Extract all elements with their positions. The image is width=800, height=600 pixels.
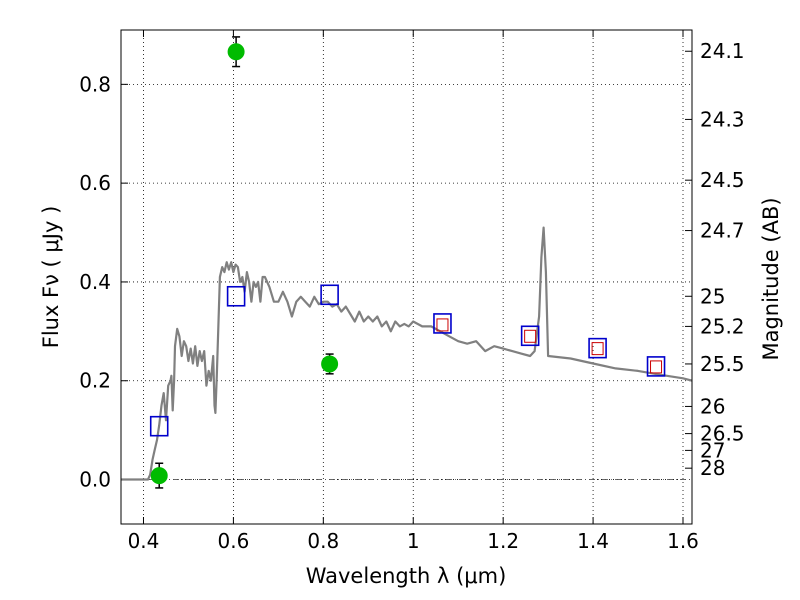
plot-frame: [120, 29, 693, 525]
y-tick-label: 0.4: [79, 270, 111, 294]
x-tick-label: 1.6: [667, 529, 699, 553]
nir-model-flux-point: [591, 342, 604, 356]
magnitude-tick-label: 24.3: [700, 107, 745, 131]
magnitude-tick-label: 25: [700, 284, 725, 308]
magnitude-tick-label: 25.5: [700, 352, 745, 376]
nir-model-flux-point: [436, 318, 449, 332]
magnitude-tick-label: 28: [700, 456, 725, 480]
x-tick-label: 0.6: [217, 529, 249, 553]
x-axis-label: Wavelength λ (μm): [306, 564, 507, 588]
magnitude-tick-label: 24.7: [700, 219, 745, 243]
magnitude-tick-label: 26.5: [700, 422, 745, 446]
y-axis-label: Flux Fν ( μJy ): [39, 206, 63, 349]
y-tick-label: 0.6: [79, 171, 111, 195]
plot-area: [121, 30, 692, 524]
model-flux-point: [588, 337, 607, 359]
model-flux-point: [646, 356, 666, 377]
observed-flux-point: [227, 43, 245, 61]
x-tick-label: 0.4: [128, 529, 160, 553]
magnitude-tick-label: 27: [700, 438, 725, 462]
magnitude-tick-label: 24.5: [700, 168, 745, 192]
x-tick-label: 1: [407, 529, 420, 553]
x-tick-label: 1.4: [577, 529, 609, 553]
observed-flux-point: [150, 467, 168, 485]
nir-model-flux-point: [650, 360, 663, 374]
observed-flux-point: [321, 355, 339, 373]
right-axis-label: Magnitude (AB): [759, 197, 783, 360]
y-tick-label: 0.0: [79, 468, 111, 492]
x-tick-label: 0.8: [307, 529, 339, 553]
template-spectrum-line: [121, 226, 692, 481]
model-flux-point: [226, 285, 246, 307]
nir-model-flux-point: [524, 329, 537, 343]
model-flux-point: [520, 325, 540, 347]
model-flux-point: [320, 284, 339, 306]
x-tick-label: 1.2: [487, 529, 519, 553]
x-axis: 0.4 0.6 0.8 1 1.2 1.4 1.6: [128, 30, 699, 553]
y-tick-label: 0.8: [79, 72, 111, 96]
data-marks: [121, 36, 692, 489]
y-axis: 0.0 0.2 0.4 0.6 0.8: [79, 72, 128, 492]
model-flux-point: [433, 313, 452, 334]
magnitude-tick-label: 24.1: [700, 39, 745, 63]
y-tick-label: 0.2: [79, 369, 111, 393]
model-flux-point: [149, 415, 169, 437]
magnitude-tick-label: 26: [700, 394, 725, 418]
magnitude-tick-label: 25.2: [700, 314, 745, 338]
